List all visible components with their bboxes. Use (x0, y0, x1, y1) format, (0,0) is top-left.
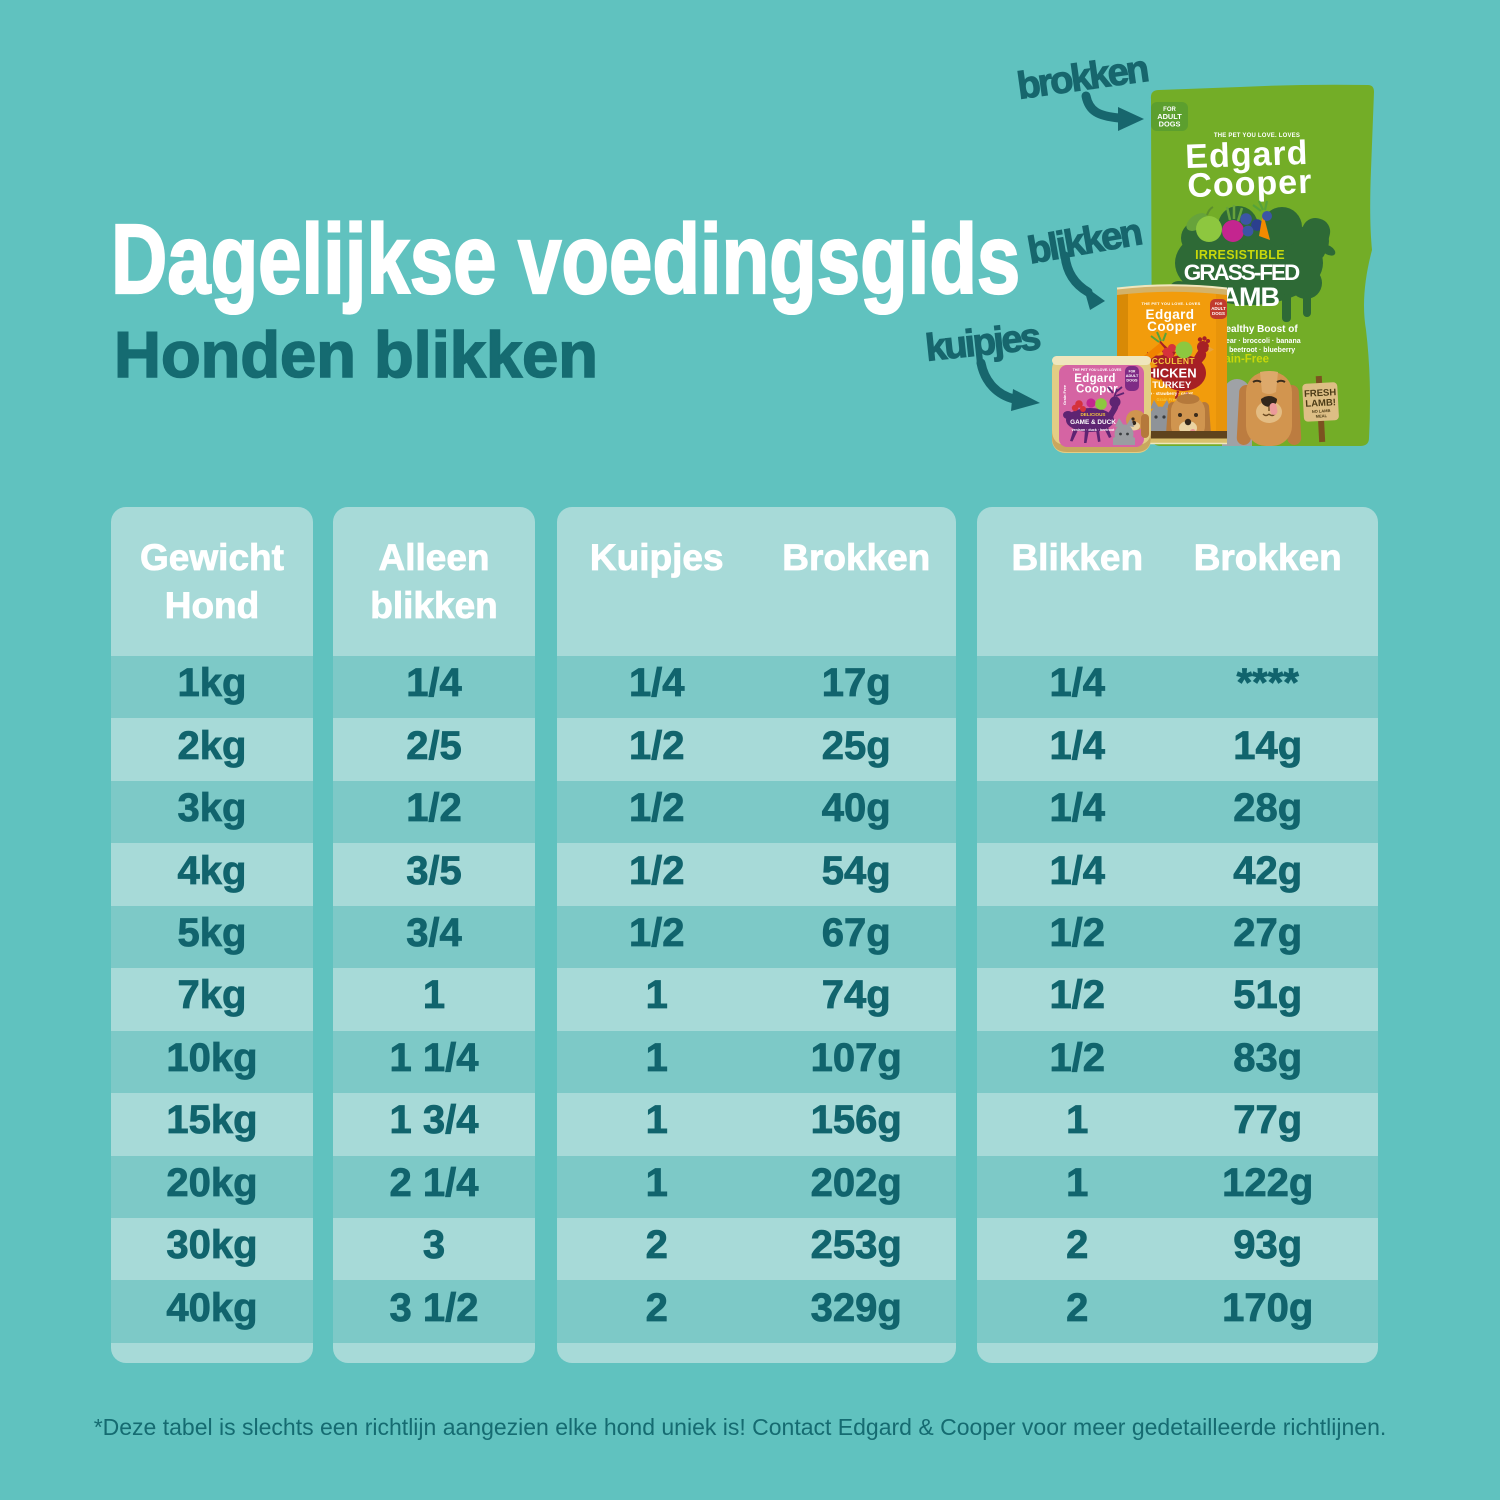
svg-text:Edgard: Edgard (1146, 307, 1195, 322)
svg-text:Healthy Boost of: Healthy Boost of (1218, 324, 1298, 335)
svg-text:blikken: blikken (1024, 211, 1143, 272)
svg-text:SUCCULENT: SUCCULENT (1139, 356, 1195, 366)
svg-text:LAMB!: LAMB! (1305, 397, 1336, 410)
svg-text:GRASS-FED: GRASS-FED (1184, 260, 1300, 285)
svg-text:Cooper: Cooper (1147, 319, 1197, 334)
svg-text:Edgard: Edgard (1185, 134, 1309, 176)
svg-text:FOR: FOR (1129, 370, 1136, 374)
svg-text:FRESH: FRESH (1304, 387, 1337, 400)
svg-text:DOGS: DOGS (1212, 311, 1225, 316)
svg-text:· beetroot · blueberry: · beetroot · blueberry (1225, 347, 1296, 354)
svg-text:DELICIOUS: DELICIOUS (1080, 412, 1105, 417)
svg-text:IRRESISTIBLE: IRRESISTIBLE (1195, 248, 1285, 262)
svg-text:NO LAMB: NO LAMB (1312, 408, 1331, 414)
svg-text:DOGS: DOGS (1159, 120, 1181, 129)
svg-text:THE PET YOU LOVE. LOVES: THE PET YOU LOVE. LOVES (1142, 301, 1201, 306)
svg-text:& TURKEY: & TURKEY (1143, 380, 1192, 391)
svg-text:apple · strawberry · carrot: apple · strawberry · carrot (1141, 391, 1193, 396)
svg-text:Cooper: Cooper (1076, 384, 1118, 396)
svg-text:FOR: FOR (1215, 302, 1223, 306)
svg-text:DOGS: DOGS (1126, 379, 1138, 383)
svg-text:venison · duck · beetroot: venison · duck · beetroot (1072, 428, 1116, 432)
svg-text:Cooper: Cooper (1187, 163, 1313, 205)
svg-text:THE PET YOU LOVE. LOVES: THE PET YOU LOVE. LOVES (1073, 368, 1122, 372)
svg-text:ADULT: ADULT (1126, 374, 1139, 378)
svg-text:THE PET YOU LOVE. LOVES: THE PET YOU LOVE. LOVES (1214, 133, 1300, 139)
svg-text:Grain Free: Grain Free (1062, 384, 1067, 405)
svg-text:ADULT: ADULT (1211, 306, 1226, 311)
svg-text:MEAL: MEAL (1316, 413, 1328, 419)
svg-text:GAME & DUCK: GAME & DUCK (1070, 419, 1116, 426)
svg-text:Grain Free: Grain Free (1157, 397, 1179, 402)
svg-text:· pear · broccoli · banana: · pear · broccoli · banana (1217, 338, 1300, 345)
svg-text:FOR: FOR (1163, 107, 1176, 113)
svg-text:Edgard: Edgard (1074, 373, 1115, 385)
svg-text:CHICKEN: CHICKEN (1137, 366, 1196, 381)
svg-text:ADULT: ADULT (1157, 112, 1182, 121)
